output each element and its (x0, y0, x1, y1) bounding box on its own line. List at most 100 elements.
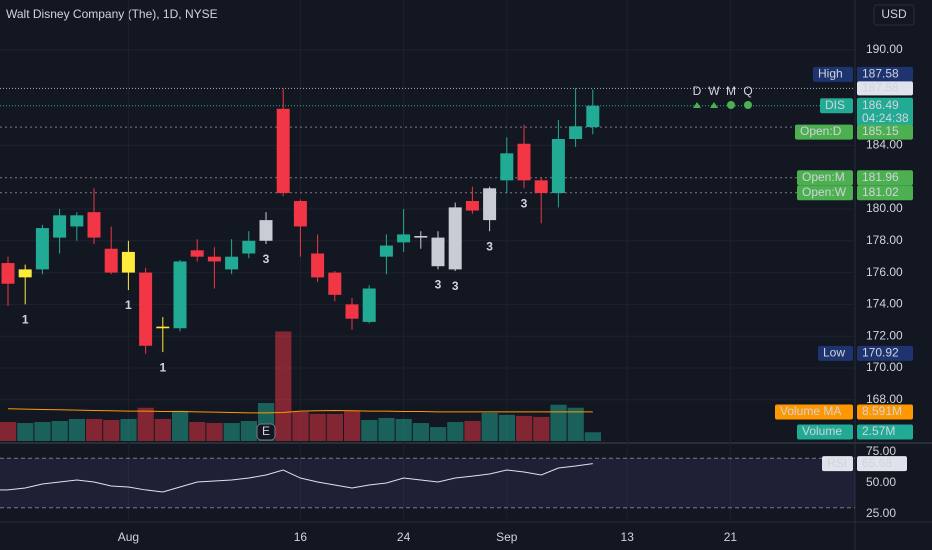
x-tick-label: Aug (118, 530, 139, 544)
volume-bar (481, 412, 498, 441)
y-tick-label: 170.00 (866, 360, 903, 374)
x-tick-label: 16 (294, 530, 308, 544)
candle-body (207, 256, 221, 262)
volume-bar (447, 422, 464, 441)
volume-bar (103, 419, 120, 441)
candle-body (534, 180, 548, 194)
period-circle (727, 101, 735, 109)
volume-ma-value-text: 8.591M (862, 404, 902, 418)
period-label: W (708, 84, 720, 98)
period-circle (744, 101, 752, 109)
y-tick-label: 178.00 (866, 233, 903, 247)
candle-body (242, 240, 256, 254)
volume-ma-value-box (857, 404, 913, 420)
rsi-tick-label: 50.00 (866, 475, 896, 489)
candle-body (397, 234, 411, 243)
volume-bar (51, 420, 68, 441)
candle-body (345, 304, 359, 319)
volume-ma-name-text: Volume MA (780, 404, 841, 418)
candle-body (1, 263, 15, 284)
volume-ma-name-box (775, 404, 853, 420)
x-tick-label: 21 (724, 530, 738, 544)
volume-bar (378, 417, 395, 441)
rsi-band (0, 458, 855, 508)
candle-body (121, 251, 135, 273)
candle-body (18, 269, 32, 278)
open-value-box (857, 170, 913, 186)
volume-bar (86, 418, 103, 441)
y-tick-label: 176.00 (866, 265, 903, 279)
volume-bar (309, 413, 326, 441)
pattern-label: 3 (263, 252, 270, 266)
pattern-label: 1 (125, 298, 132, 312)
candle-body (225, 256, 239, 270)
rsi-name-box (822, 456, 853, 472)
high-line-value-box (857, 81, 913, 96)
open-value-text: 185.15 (862, 124, 899, 138)
volume-bar (584, 432, 601, 441)
rsi-value-box (857, 456, 907, 472)
earnings-text: E (262, 424, 270, 438)
high-value-text: 187.58 (862, 67, 899, 81)
volume-bar (275, 331, 292, 441)
pattern-label: 3 (486, 239, 493, 253)
period-arrow (710, 102, 718, 108)
candle-body (362, 288, 376, 322)
high-name-box (813, 66, 853, 82)
last-value-box (857, 97, 913, 126)
candle-body (311, 253, 325, 278)
period-label: Q (743, 84, 752, 98)
rsi-tick-label: 25.00 (866, 506, 896, 520)
currency[interactable]: USD (881, 7, 907, 21)
candle-body (35, 228, 49, 270)
volume-bar (137, 407, 154, 441)
period-label: M (726, 84, 736, 98)
candle-body (465, 201, 479, 211)
high-value-box (857, 66, 913, 82)
rsi-name-text: RSI (827, 456, 847, 470)
x-tick-label: 24 (397, 530, 411, 544)
earnings-marker (256, 423, 276, 441)
volume-bar (172, 410, 189, 441)
volume-bar (68, 418, 85, 441)
low-value-text: 170.92 (862, 346, 899, 360)
y-tick-label: 172.00 (866, 328, 903, 342)
volume-bar (516, 415, 533, 441)
currency-button[interactable] (873, 4, 915, 26)
candle-body (104, 248, 118, 273)
y-tick-label: 180.00 (866, 201, 903, 215)
volume-bar (464, 420, 481, 441)
last-value: 186.49 (862, 98, 899, 112)
open-name-text: Open:M (802, 170, 845, 184)
open-name-text: Open:W (802, 185, 847, 199)
y-tick-label: 174.00 (866, 297, 903, 311)
x-tick-label: Sep (496, 530, 518, 544)
volume-bar (395, 418, 412, 441)
low-name-text: Low (823, 346, 845, 360)
volume-bar (412, 423, 429, 441)
y-tick-label: 168.00 (866, 392, 903, 406)
volume-bar (550, 404, 567, 441)
volume-bar (189, 422, 206, 441)
high-line-value-text: 187.58 (862, 81, 899, 95)
volume-bar (206, 423, 223, 441)
pattern-label: 3 (452, 279, 459, 293)
candle-body (569, 126, 583, 139)
volume-bar (0, 422, 17, 441)
last-name-box (820, 98, 853, 114)
volume-bar (292, 411, 309, 441)
pattern-label: 1 (22, 313, 29, 327)
volume-bar (120, 418, 137, 441)
chart-title: Walt Disney Company (The), 1D, NYSE (6, 7, 218, 21)
volume-bar (17, 423, 34, 441)
rsi-value-text: 65.68 (862, 456, 892, 470)
candle-body (328, 272, 342, 295)
open-value-text: 181.02 (862, 185, 899, 199)
volume-name-text: Volume (802, 424, 842, 438)
volume-bar (154, 418, 171, 441)
pattern-label: 3 (435, 278, 442, 292)
x-tick-label: 13 (621, 530, 635, 544)
period-label: D (693, 84, 702, 98)
candle-body (173, 261, 187, 329)
